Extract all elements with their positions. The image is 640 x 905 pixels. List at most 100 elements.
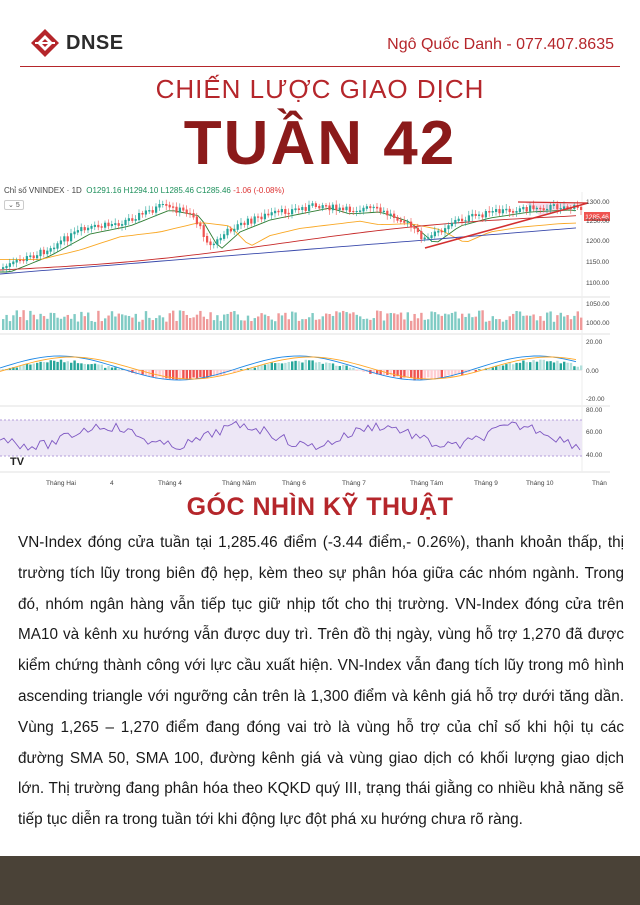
volume-bar [32, 314, 35, 330]
candle-body [185, 209, 188, 214]
macd-bar [236, 370, 239, 371]
macd-bar [308, 360, 311, 370]
last-price-tag [584, 212, 610, 221]
candle-body [433, 231, 436, 237]
candle-body [563, 206, 566, 210]
volume-bar [440, 315, 443, 330]
candle-body [117, 223, 120, 226]
logo-text: DNSE [66, 31, 124, 54]
candle-body [437, 230, 440, 233]
macd-bar [396, 370, 399, 377]
candle-body [355, 210, 358, 213]
candle-body [491, 210, 494, 213]
candle-body [287, 212, 290, 215]
macd-bar [301, 362, 304, 370]
volume-bar [236, 314, 239, 330]
macd-bar [138, 370, 141, 373]
volume-bar [512, 313, 515, 330]
candle-body [56, 243, 59, 249]
candle-body [36, 255, 39, 259]
volume-bar [539, 316, 542, 330]
candle-body [338, 207, 341, 211]
volume-bar [172, 310, 175, 330]
indicator-toggle[interactable]: ⌄ 5 [4, 200, 24, 210]
price-tick-label: 1000.00 [586, 320, 610, 327]
ma-mid-line [0, 220, 577, 261]
candle-body [331, 204, 334, 211]
macd-bar [410, 370, 413, 379]
volume-bar [552, 321, 556, 330]
macd-bar [66, 361, 69, 370]
volume-bar [314, 319, 318, 330]
volume-bar [260, 313, 263, 330]
candle-body [134, 219, 137, 221]
candle-body [25, 256, 28, 262]
macd-bar [168, 370, 171, 379]
volume-bar [321, 316, 324, 330]
volume-bar [250, 321, 253, 330]
volume-bar [206, 319, 209, 330]
volume-bar [107, 315, 110, 330]
macd-bar [206, 370, 209, 379]
candle-body [314, 203, 317, 207]
macd-bar [525, 362, 528, 370]
candle-body [522, 206, 525, 210]
volume-bar [121, 314, 124, 330]
price-axis: 1300.00 1250.00 1200.00 1150.00 1100.00 1050.… [586, 199, 610, 459]
candle-body [386, 210, 389, 216]
macd-bar [382, 370, 386, 376]
volume-bar [8, 321, 12, 330]
macd-bar [97, 364, 100, 370]
candle-body [131, 218, 134, 221]
volume-bar [508, 316, 511, 330]
volume-bar [114, 316, 117, 330]
candle-body [430, 235, 433, 239]
dnse-logo-icon [31, 29, 59, 57]
macd-bar [379, 370, 382, 375]
volume-bar [518, 311, 522, 330]
macd-bar [202, 370, 205, 379]
candle-body [335, 204, 338, 211]
macd-bar [314, 362, 318, 370]
candle-body [216, 239, 219, 245]
macd-bar [539, 359, 542, 370]
macd-bar [515, 362, 518, 370]
macd-bar [250, 368, 253, 370]
volume-bar [134, 313, 137, 330]
volume-bar [243, 320, 246, 330]
candle-body [270, 212, 273, 216]
time-tick-label: Tháng 4 [158, 480, 182, 487]
volume-bar [185, 314, 188, 330]
volume-bar [53, 313, 56, 330]
macd-bar [376, 370, 379, 375]
dnse-logo[interactable]: DNSE [30, 28, 124, 58]
candle-body [365, 206, 368, 209]
time-tick-label: Tháng 10 [526, 480, 554, 487]
volume-bar [277, 313, 280, 330]
candle-body [539, 207, 542, 210]
macd-bar [63, 362, 66, 370]
time-tick-label: Tháng 9 [474, 480, 498, 487]
volume-bar [100, 321, 103, 330]
candle-body [403, 220, 406, 223]
candle-body [12, 261, 15, 265]
macd-bar [559, 363, 562, 370]
ma-short-line [0, 207, 577, 273]
volume-bar [263, 314, 267, 330]
candle-body [372, 206, 375, 209]
volume-bar [416, 318, 420, 330]
macd-bar [304, 359, 307, 370]
macd-bar [580, 365, 583, 370]
volume-bar [569, 319, 573, 330]
page-subtitle: CHIẾN LƯỢC GIAO DỊCH [155, 74, 485, 104]
candle-body [427, 237, 430, 239]
volume-bar [484, 321, 488, 330]
macd-bar [393, 370, 396, 377]
volume-bar [406, 312, 409, 330]
candle-body [124, 219, 127, 226]
macd-bar [117, 368, 120, 370]
candle-body [345, 206, 348, 211]
candle-body [348, 206, 351, 212]
candle-body [359, 210, 362, 212]
volume-bar [457, 318, 460, 330]
